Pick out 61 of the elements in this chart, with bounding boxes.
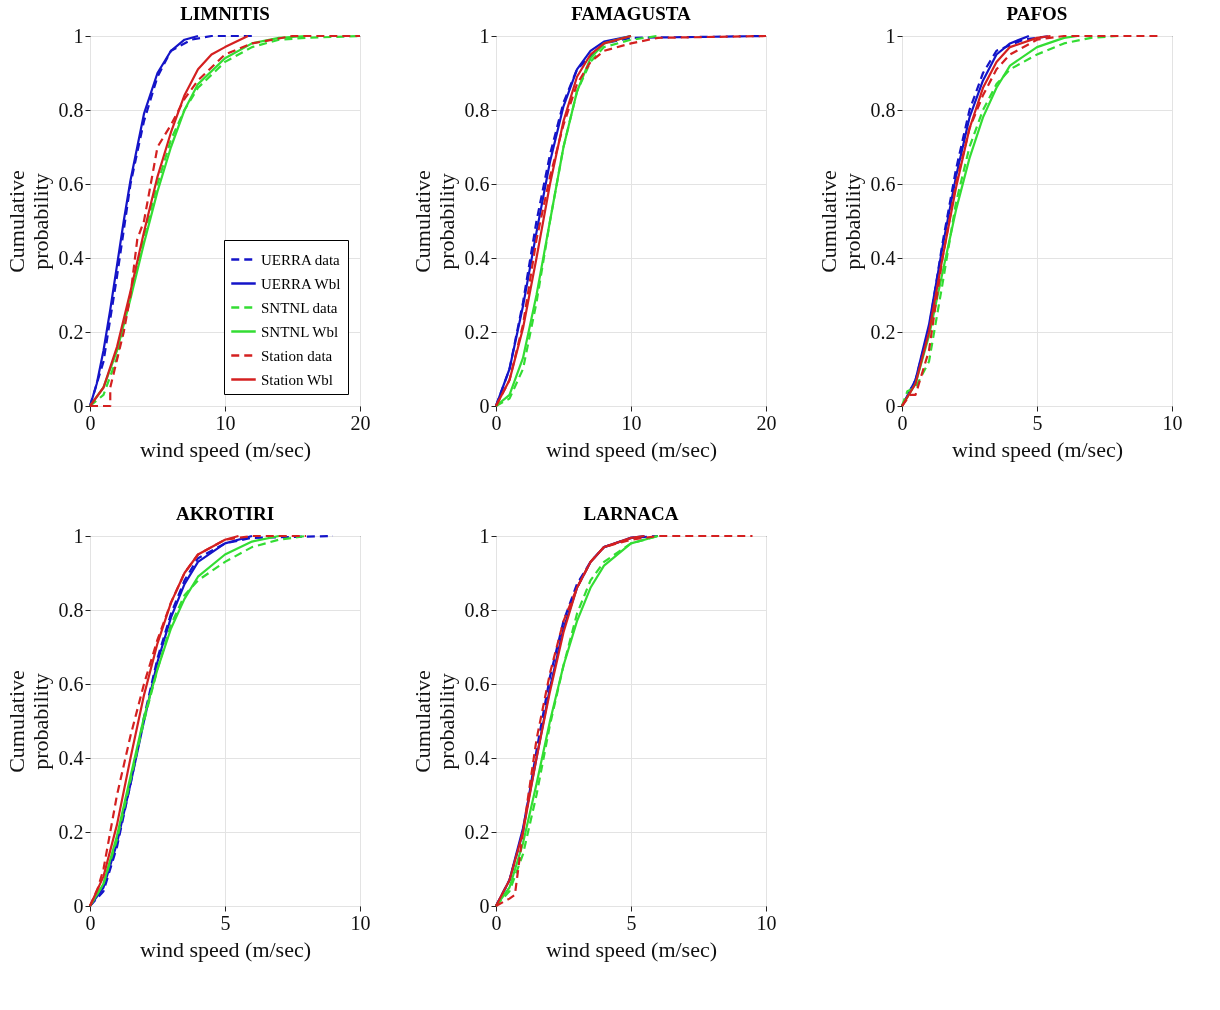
y-tick-label: 0 bbox=[885, 394, 896, 417]
chart-title: FAMAGUSTA bbox=[571, 3, 692, 24]
x-tick-label: 10 bbox=[350, 911, 371, 934]
legend-label: SNTNL Wbl bbox=[261, 323, 339, 340]
legend-label: UERRA Wbl bbox=[261, 275, 341, 292]
y-tick-label: 0 bbox=[479, 894, 490, 917]
y-tick-label: 1 bbox=[73, 24, 84, 47]
x-axis-title: wind speed (m/sec) bbox=[545, 436, 718, 462]
y-tick-label: 0.8 bbox=[58, 598, 84, 621]
y-tick-label: 0.8 bbox=[464, 598, 490, 621]
y-tick-label: 0.4 bbox=[870, 246, 896, 269]
y-tick-label: 0.2 bbox=[464, 320, 490, 343]
y-tick-label: 0.2 bbox=[58, 320, 84, 343]
y-tick-label: 0.2 bbox=[870, 320, 896, 343]
x-tick-label: 5 bbox=[1032, 411, 1043, 434]
y-axis-title: Cumulative probability bbox=[409, 170, 459, 273]
y-tick-label: 0.6 bbox=[58, 672, 84, 695]
x-tick-label: 10 bbox=[215, 411, 236, 434]
y-tick-label: 0.4 bbox=[464, 746, 490, 769]
legend-label: UERRA data bbox=[261, 251, 341, 268]
y-tick-label: 0 bbox=[479, 394, 490, 417]
y-tick-label: 0.4 bbox=[58, 746, 84, 769]
legend-label: Station Wbl bbox=[261, 371, 333, 388]
y-tick-label: 0.4 bbox=[464, 246, 490, 269]
y-tick-label: 1 bbox=[885, 24, 896, 47]
y-tick-label: 0.8 bbox=[58, 98, 84, 121]
y-tick-label: 0.8 bbox=[870, 98, 896, 121]
x-axis-title: wind speed (m/sec) bbox=[951, 436, 1124, 462]
legend-label: SNTNL data bbox=[261, 299, 338, 316]
legend-label: Station data bbox=[261, 347, 333, 364]
y-tick-label: 0.6 bbox=[464, 172, 490, 195]
y-axis-title: Cumulative probability bbox=[3, 670, 53, 773]
y-axis-title: Cumulative probability bbox=[409, 670, 459, 773]
y-tick-label: 0.6 bbox=[58, 172, 84, 195]
y-tick-label: 0.6 bbox=[870, 172, 896, 195]
x-tick-label: 10 bbox=[1162, 411, 1183, 434]
y-tick-label: 0.4 bbox=[58, 246, 84, 269]
y-tick-label: 1 bbox=[73, 524, 84, 547]
y-tick-label: 1 bbox=[479, 524, 490, 547]
x-tick-label: 10 bbox=[756, 911, 777, 934]
y-tick-label: 0.8 bbox=[464, 98, 490, 121]
y-tick-label: 0.2 bbox=[464, 820, 490, 843]
x-tick-label: 5 bbox=[220, 911, 231, 934]
y-tick-label: 0.2 bbox=[58, 820, 84, 843]
x-tick-label: 20 bbox=[756, 411, 777, 434]
x-tick-label: 5 bbox=[626, 911, 637, 934]
y-tick-label: 1 bbox=[479, 24, 490, 47]
y-axis-title: Cumulative probability bbox=[3, 170, 53, 273]
y-tick-label: 0 bbox=[73, 894, 84, 917]
x-tick-label: 20 bbox=[350, 411, 371, 434]
y-axis-title: Cumulative probability bbox=[815, 170, 865, 273]
x-axis-title: wind speed (m/sec) bbox=[545, 936, 718, 962]
chart-title: AKROTIRI bbox=[175, 503, 275, 524]
x-tick-label: 10 bbox=[621, 411, 642, 434]
chart-title: PAFOS bbox=[1006, 3, 1068, 24]
x-axis-title: wind speed (m/sec) bbox=[139, 436, 312, 462]
chart-title: LIMNITIS bbox=[180, 3, 270, 24]
y-tick-label: 0 bbox=[73, 394, 84, 417]
y-tick-label: 0.6 bbox=[464, 672, 490, 695]
chart-title: LARNACA bbox=[583, 503, 679, 524]
x-axis-title: wind speed (m/sec) bbox=[139, 936, 312, 962]
